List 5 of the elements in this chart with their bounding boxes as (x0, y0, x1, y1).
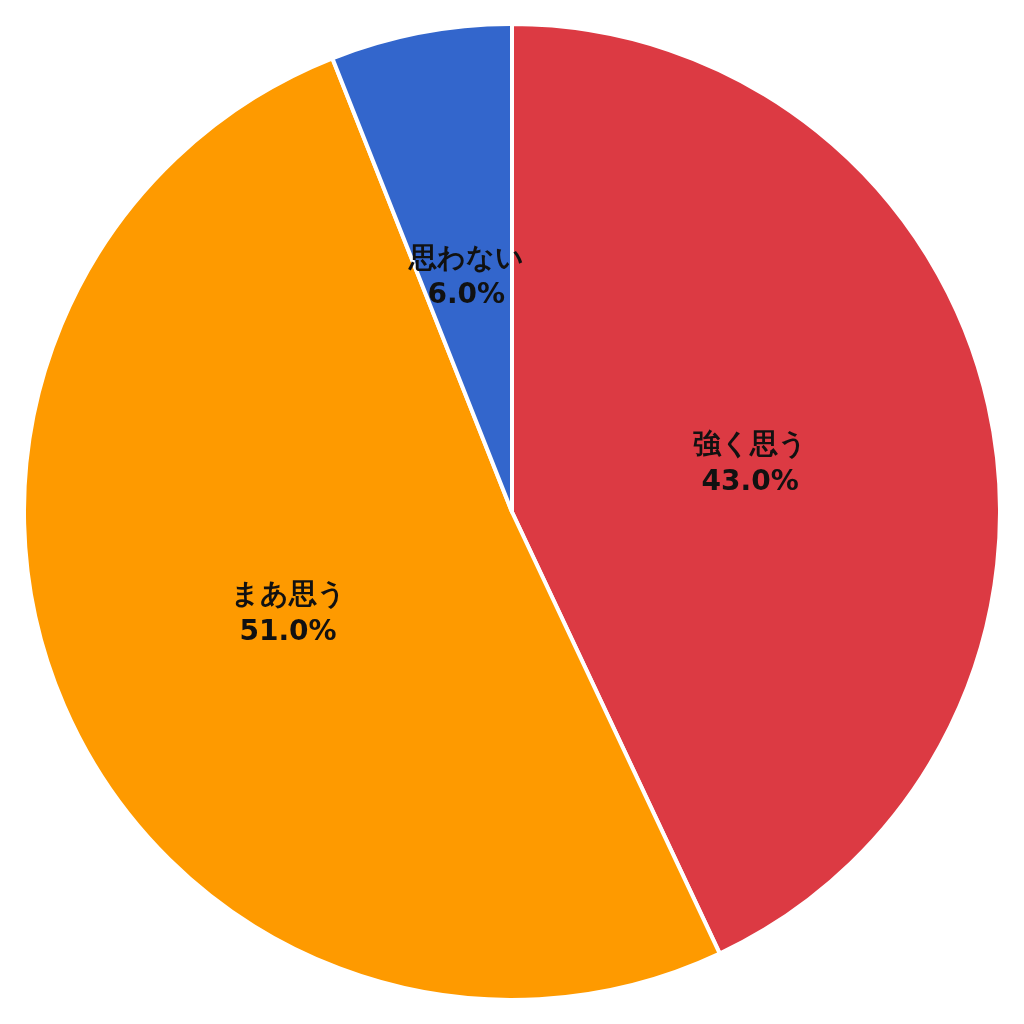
data-label: 51.0% (239, 613, 337, 647)
data-label: 6.0% (427, 277, 506, 311)
slice-label: 強く思う (693, 427, 808, 461)
slice-label: まあ思う (230, 577, 346, 611)
data-label: 43.0% (701, 463, 799, 497)
